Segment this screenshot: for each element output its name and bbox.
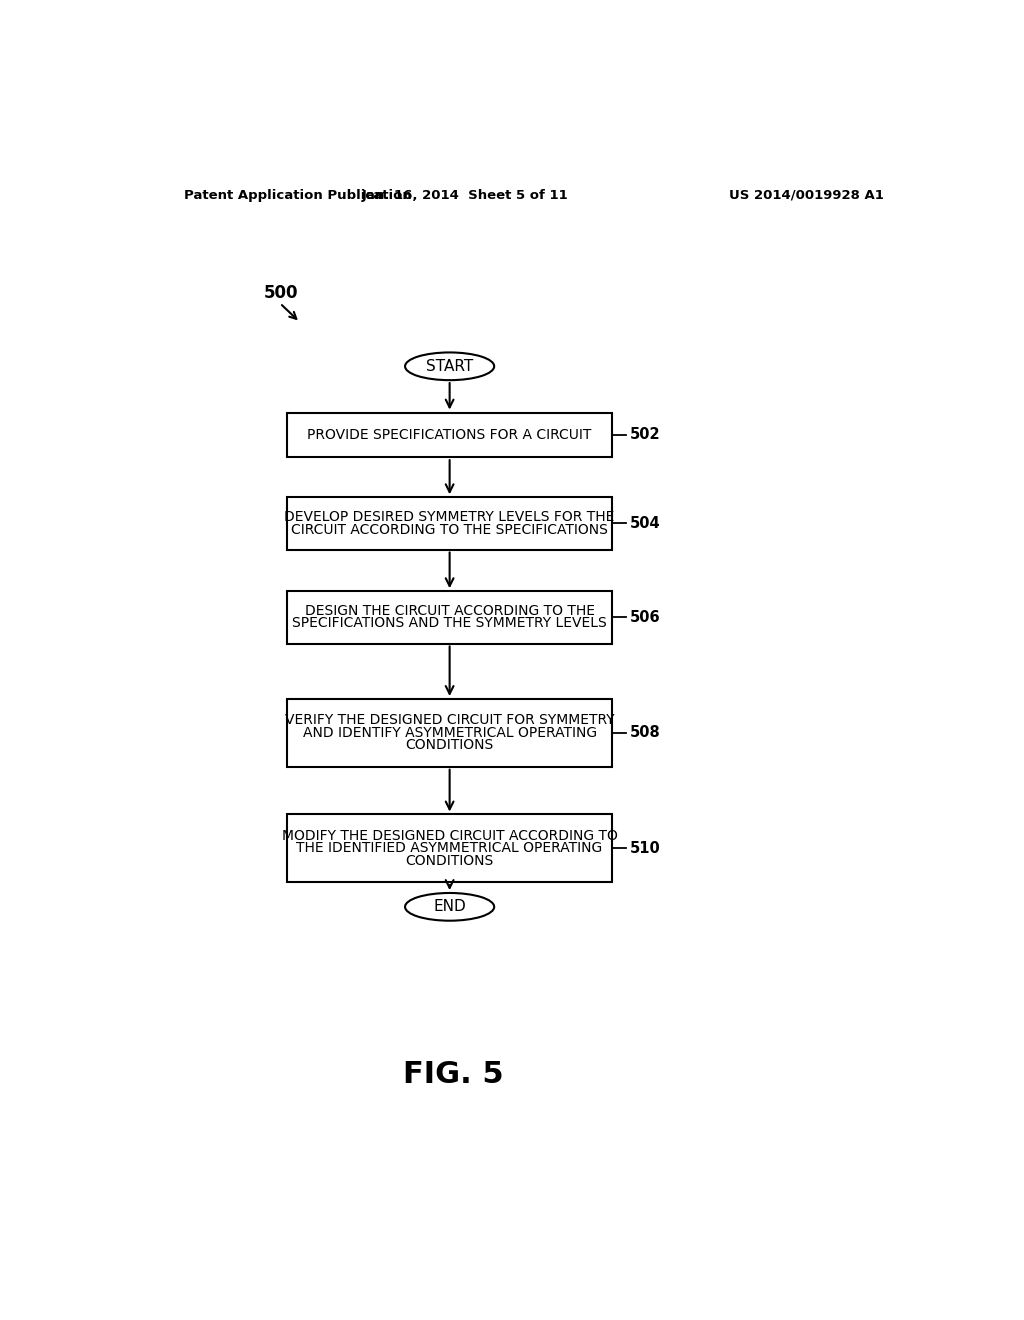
- Bar: [287, 814, 612, 882]
- Text: 500: 500: [263, 284, 298, 302]
- Text: DESIGN THE CIRCUIT ACCORDING TO THE: DESIGN THE CIRCUIT ACCORDING TO THE: [304, 605, 595, 618]
- Text: CONDITIONS: CONDITIONS: [406, 854, 494, 867]
- Text: CIRCUIT ACCORDING TO THE SPECIFICATIONS: CIRCUIT ACCORDING TO THE SPECIFICATIONS: [291, 523, 608, 536]
- Bar: [287, 498, 612, 549]
- Text: 506: 506: [630, 610, 660, 624]
- Text: US 2014/0019928 A1: US 2014/0019928 A1: [729, 189, 884, 202]
- Text: 508: 508: [630, 725, 660, 741]
- Text: DEVELOP DESIRED SYMMETRY LEVELS FOR THE: DEVELOP DESIRED SYMMETRY LEVELS FOR THE: [285, 511, 614, 524]
- Bar: [287, 413, 612, 457]
- Text: FIG. 5: FIG. 5: [403, 1060, 504, 1089]
- Text: AND IDENTIFY ASYMMETRICAL OPERATING: AND IDENTIFY ASYMMETRICAL OPERATING: [302, 726, 597, 739]
- Text: SPECIFICATIONS AND THE SYMMETRY LEVELS: SPECIFICATIONS AND THE SYMMETRY LEVELS: [292, 616, 607, 631]
- Text: Patent Application Publication: Patent Application Publication: [183, 189, 412, 202]
- Text: 502: 502: [630, 428, 660, 442]
- Text: 510: 510: [630, 841, 660, 855]
- Text: PROVIDE SPECIFICATIONS FOR A CIRCUIT: PROVIDE SPECIFICATIONS FOR A CIRCUIT: [307, 428, 592, 442]
- Bar: [287, 591, 612, 644]
- Text: Jan. 16, 2014  Sheet 5 of 11: Jan. 16, 2014 Sheet 5 of 11: [361, 189, 568, 202]
- Text: MODIFY THE DESIGNED CIRCUIT ACCORDING TO: MODIFY THE DESIGNED CIRCUIT ACCORDING TO: [282, 829, 617, 843]
- Text: VERIFY THE DESIGNED CIRCUIT FOR SYMMETRY: VERIFY THE DESIGNED CIRCUIT FOR SYMMETRY: [285, 714, 614, 727]
- Text: START: START: [426, 359, 473, 374]
- Ellipse shape: [406, 892, 495, 921]
- Text: THE IDENTIFIED ASYMMETRICAL OPERATING: THE IDENTIFIED ASYMMETRICAL OPERATING: [297, 841, 603, 855]
- Text: 504: 504: [630, 516, 660, 531]
- Text: END: END: [433, 899, 466, 915]
- Bar: [287, 700, 612, 767]
- Ellipse shape: [406, 352, 495, 380]
- Text: CONDITIONS: CONDITIONS: [406, 738, 494, 752]
